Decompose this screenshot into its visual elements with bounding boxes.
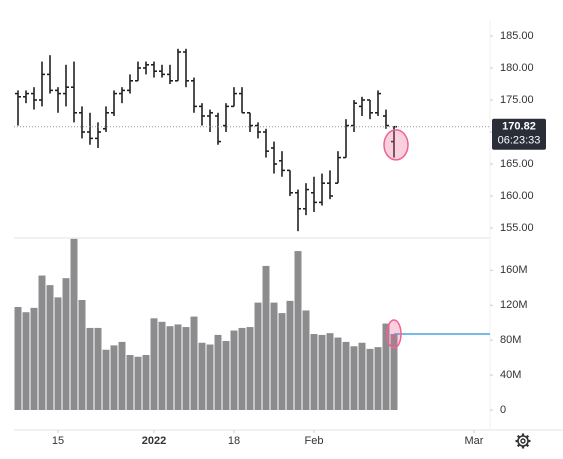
y-tick-label: 175.00 — [500, 94, 534, 106]
volume-bar — [110, 345, 118, 410]
x-tick-label: 15 — [52, 435, 64, 447]
volume-tick-label: 160M — [500, 264, 528, 276]
volume-tick-label: 120M — [500, 299, 528, 311]
x-tick-label: Feb — [305, 435, 324, 447]
volume-bar — [390, 334, 398, 410]
volume-bar — [142, 354, 150, 410]
y-tick-label: 185.00 — [500, 30, 534, 42]
volume-bar — [126, 354, 134, 410]
volume-bar — [222, 341, 230, 410]
volume-bar — [326, 333, 334, 410]
volume-bar — [14, 306, 22, 410]
volume-bar — [254, 302, 262, 410]
volume-bar — [30, 307, 38, 410]
volume-bar — [118, 341, 126, 410]
volume-bar — [158, 321, 166, 410]
volume-bar — [206, 344, 214, 410]
y-tick-label: 160.00 — [500, 190, 534, 202]
settings-icon[interactable] — [515, 433, 531, 449]
volume-bar — [86, 327, 94, 410]
volume-bar — [94, 327, 102, 410]
volume-bar — [70, 238, 78, 410]
volume-bar — [198, 342, 206, 410]
volume-bar — [310, 334, 318, 410]
price-highlight — [383, 129, 409, 161]
price-label-box — [492, 118, 546, 150]
volume-bar — [78, 299, 86, 410]
volume-bar — [182, 327, 190, 410]
x-tick-label: Mar — [465, 435, 484, 447]
volume-tick-label: 40M — [500, 369, 521, 381]
volume-tick-label: 80M — [500, 334, 521, 346]
countdown-label: 06:23:33 — [498, 135, 541, 147]
x-tick-label: 18 — [228, 435, 240, 447]
volume-bar — [350, 346, 358, 410]
volume-bar — [294, 251, 302, 410]
volume-bar — [54, 297, 62, 410]
volume-bar — [102, 349, 110, 410]
volume-bar — [358, 342, 366, 410]
volume-bar — [278, 313, 286, 410]
volume-bar — [342, 341, 350, 410]
volume-bar — [334, 337, 342, 410]
volume-bar — [262, 265, 270, 410]
last-price-label: 170.82 — [502, 121, 536, 133]
volume-bar — [134, 356, 142, 410]
volume-bar — [190, 316, 198, 410]
volume-highlight — [386, 319, 402, 349]
volume-bar — [38, 275, 46, 410]
volume-bar — [246, 327, 254, 410]
y-tick-label: 165.00 — [500, 158, 534, 170]
volume-bar — [374, 347, 382, 410]
y-tick-label: 155.00 — [500, 222, 534, 234]
y-tick-label: 180.00 — [500, 62, 534, 74]
volume-bar — [62, 278, 70, 410]
volume-bar — [238, 327, 246, 410]
volume-bar — [22, 312, 30, 410]
volume-bar — [166, 326, 174, 410]
volume-bar — [214, 334, 222, 410]
volume-bar — [366, 348, 374, 410]
x-tick-label: 2022 — [142, 435, 166, 447]
volume-bar — [150, 318, 158, 410]
volume-bar — [302, 310, 310, 410]
volume-bar — [382, 323, 390, 410]
volume-tick-label: 0 — [500, 404, 506, 416]
volume-bar — [174, 324, 182, 410]
volume-bar — [318, 334, 326, 410]
volume-bar — [286, 300, 294, 410]
volume-bar — [230, 330, 238, 410]
volume-bar — [270, 302, 278, 410]
volume-bar — [46, 285, 54, 410]
